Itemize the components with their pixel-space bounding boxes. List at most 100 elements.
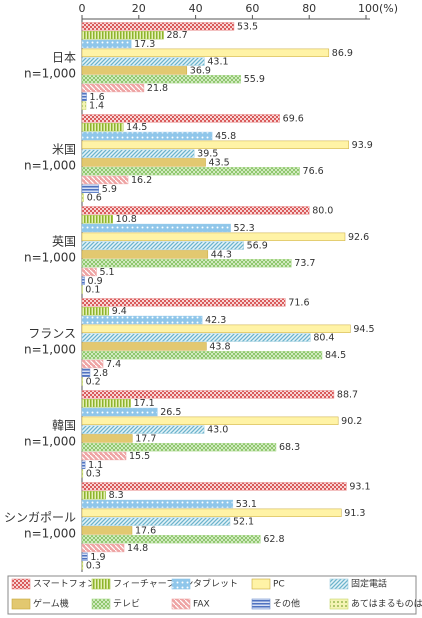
bar	[81, 259, 292, 268]
legend-label: あてはまるものはない	[351, 599, 422, 610]
value-label-bg	[125, 123, 149, 133]
bar	[81, 149, 195, 158]
bar	[81, 57, 205, 66]
x-tick-label: 60	[245, 2, 259, 15]
bar	[81, 368, 91, 377]
value-label-bg	[84, 561, 102, 571]
bar	[81, 267, 97, 277]
value-label: 56.9	[247, 241, 268, 252]
value-label-bg	[301, 167, 325, 177]
value-label-bg	[281, 114, 305, 124]
bar	[81, 223, 231, 233]
bar	[81, 543, 125, 553]
bar	[81, 158, 206, 167]
legend-swatch	[329, 598, 349, 610]
value-label-bg	[293, 259, 317, 269]
value-label-bg	[196, 149, 220, 159]
bar	[81, 469, 84, 478]
bar	[81, 561, 84, 570]
value-label-bg	[105, 360, 123, 369]
bar	[81, 101, 87, 110]
bar	[81, 517, 231, 526]
legend-swatch	[91, 578, 111, 590]
value-label-bg	[245, 241, 269, 251]
bar	[81, 399, 131, 408]
x-tick-label: 0	[79, 2, 86, 15]
bar	[81, 66, 188, 75]
bar	[81, 390, 335, 399]
legend-label: ゲーム機	[33, 598, 69, 610]
value-label: 52.3	[234, 223, 255, 234]
bar	[81, 250, 209, 259]
value-label-bg	[87, 101, 106, 111]
x-tick-label: 100(%)	[358, 2, 398, 15]
bar	[81, 83, 145, 93]
value-label-bg	[204, 316, 228, 325]
value-label: 1.9	[90, 552, 105, 563]
value-label-bg	[206, 57, 230, 67]
value-label: 10.8	[116, 214, 137, 225]
value-label: 69.6	[283, 113, 304, 124]
value-label-bg	[88, 92, 106, 102]
value-label-bg	[234, 500, 258, 509]
value-label-bg	[209, 250, 233, 260]
value-label: 14.8	[127, 543, 148, 554]
value-label-bg	[100, 184, 118, 194]
value-label: 84.5	[325, 350, 346, 361]
value-label-bg	[110, 307, 128, 317]
value-label-bg	[84, 285, 102, 295]
value-label-bg	[159, 408, 183, 417]
value-label: 26.5	[160, 407, 181, 418]
value-label: 7.4	[106, 359, 121, 370]
value-label-bg	[323, 351, 348, 361]
value-label: 2.8	[93, 368, 108, 379]
value-label: 93.9	[352, 140, 373, 151]
value-label: 53.1	[236, 499, 257, 510]
sample-label: n=1,000	[24, 159, 76, 173]
value-label: 43.1	[207, 57, 228, 68]
value-label-bg	[114, 215, 138, 225]
value-label-bg	[352, 324, 376, 334]
bar	[81, 351, 323, 360]
value-label: 17.1	[134, 398, 155, 409]
bar	[81, 491, 106, 500]
value-label: 55.9	[244, 74, 265, 85]
bar	[81, 193, 84, 202]
value-label: 44.3	[211, 249, 232, 260]
legend-label: スマートフォン	[33, 580, 96, 590]
value-label-bg	[84, 469, 102, 479]
bar	[81, 184, 100, 193]
value-label: 0.1	[85, 285, 100, 296]
value-label: 88.7	[337, 389, 358, 400]
value-label: 92.6	[348, 232, 369, 243]
value-label: 39.5	[197, 149, 218, 160]
value-label-bg	[206, 425, 230, 435]
sample-label: n=1,000	[24, 527, 76, 541]
value-label-bg	[126, 544, 150, 553]
value-label-bg	[134, 434, 158, 444]
value-label-bg	[287, 298, 311, 308]
bar	[81, 451, 127, 461]
bar	[81, 123, 124, 132]
value-label: 91.3	[344, 508, 365, 519]
bar	[81, 232, 346, 241]
bar	[81, 206, 310, 215]
value-label: 94.5	[353, 324, 374, 335]
x-tick-label: 80	[302, 2, 316, 15]
value-label: 15.5	[129, 451, 150, 462]
bar	[81, 285, 83, 294]
value-label-bg	[86, 276, 104, 286]
sample-label: n=1,000	[24, 251, 76, 265]
value-label: 0.3	[86, 561, 101, 572]
value-label-bg	[132, 399, 156, 409]
value-label: 1.6	[90, 92, 105, 103]
value-label-bg	[231, 517, 256, 527]
bar	[81, 39, 132, 49]
value-label-bg	[343, 508, 367, 518]
bar	[81, 359, 104, 369]
value-label-bg	[232, 224, 256, 233]
value-label-bg	[91, 368, 110, 378]
value-label-bg	[262, 535, 286, 545]
value-label: 45.8	[215, 131, 236, 142]
value-label-bg	[208, 342, 232, 352]
